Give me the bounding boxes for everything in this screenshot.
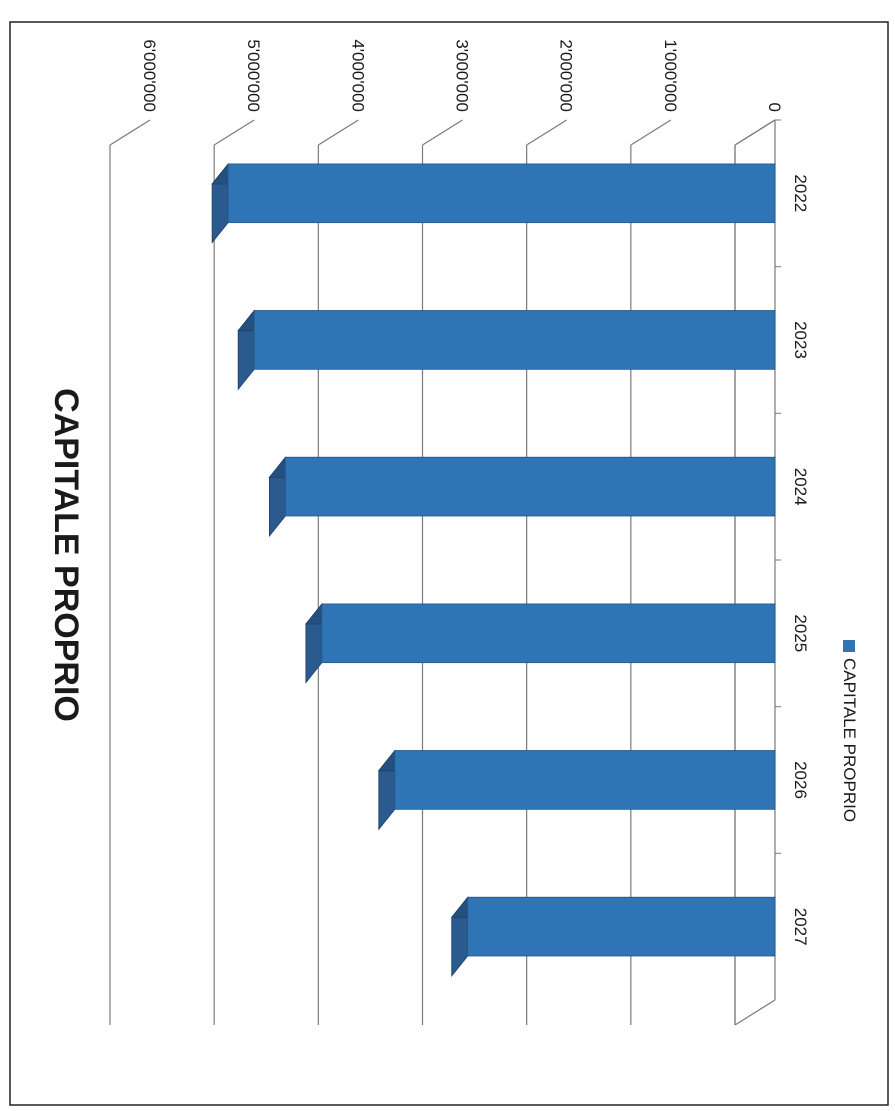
gridline-diagonal	[109, 119, 151, 146]
y-tick-label: 6'000'000	[140, 39, 159, 112]
bar	[394, 750, 776, 810]
x-category-label: 2024	[791, 468, 810, 506]
gridline-diagonal	[213, 119, 255, 146]
y-tick-label: 0	[765, 103, 784, 112]
gridline-diagonal	[318, 119, 359, 146]
y-tick-label: 4'000'000	[348, 39, 367, 112]
bars	[211, 162, 776, 978]
gridline-diagonal	[526, 119, 567, 146]
y-tick-label: 3'000'000	[453, 39, 472, 112]
x-category-label: 2026	[791, 761, 810, 799]
gridline-diagonal	[422, 119, 463, 146]
legend-swatch	[843, 640, 855, 652]
bar	[321, 603, 776, 664]
y-tick-label: 5'000'000	[244, 39, 263, 112]
x-axis-categories: 2022 2023 2024 2025 2026 2027	[791, 174, 810, 945]
gridlines	[109, 119, 781, 1026]
y-tick-label: 2'000'000	[557, 39, 576, 112]
chart-title: CAPITALE PROPRIO	[47, 388, 85, 722]
floor-right-edge	[734, 999, 776, 1026]
gridline-diagonal	[734, 119, 776, 146]
page-border	[9, 21, 889, 1106]
legend: CAPITALE PROPRIO	[840, 640, 859, 822]
bar	[227, 163, 776, 224]
bar	[467, 896, 776, 957]
x-category-label: 2027	[791, 908, 810, 946]
gridline-diagonal	[630, 119, 672, 146]
bar	[253, 310, 776, 370]
x-category-label: 2025	[791, 614, 810, 652]
x-category-label: 2023	[791, 321, 810, 359]
y-axis-ticks: 0 1'000'000 2'000'000 3'000'000 4'000'000 5'0…	[140, 39, 784, 112]
x-category-label: 2022	[791, 174, 810, 212]
y-tick-label: 1'000'000	[661, 39, 680, 112]
legend-label: CAPITALE PROPRIO	[840, 658, 859, 822]
bar	[285, 456, 776, 517]
